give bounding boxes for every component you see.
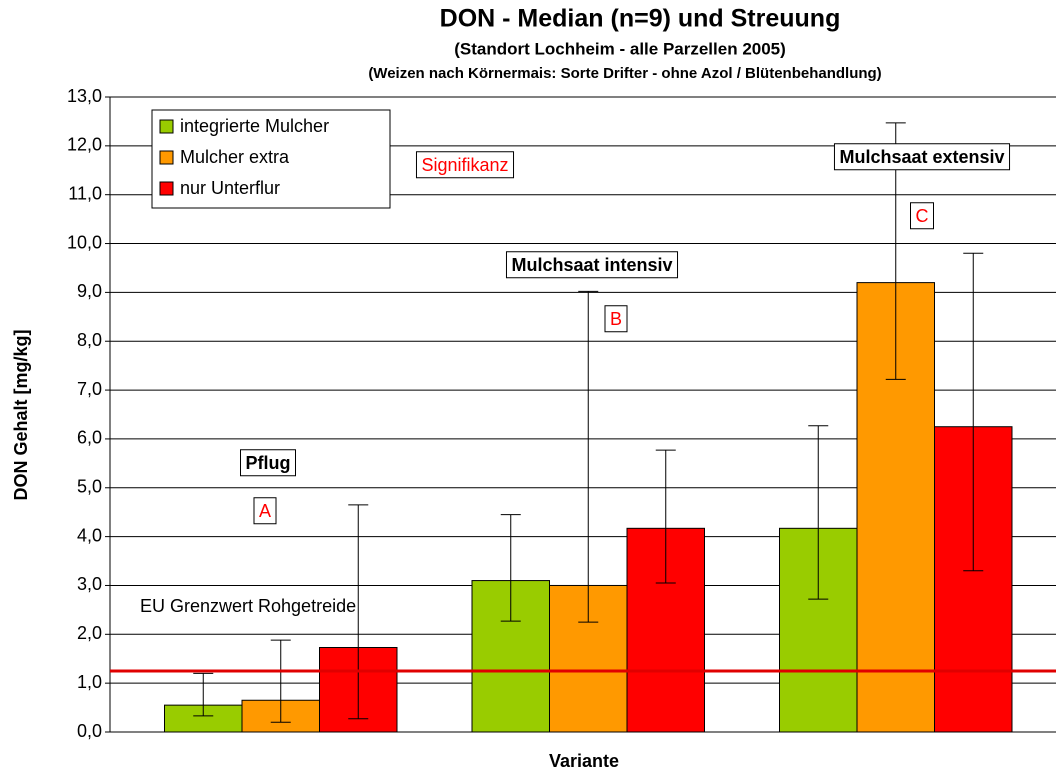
annotation-box bbox=[240, 449, 296, 477]
legend-label: integrierte Mulcher bbox=[180, 116, 329, 136]
annotation: B bbox=[610, 309, 622, 329]
chart-subtitle: (Standort Lochheim - alle Parzellen 2005… bbox=[454, 39, 786, 58]
annotation: C bbox=[916, 206, 929, 226]
y-tick-label: 6,0 bbox=[77, 428, 102, 448]
chart-title: DON - Median (n=9) und Streuung bbox=[440, 5, 841, 33]
x-axis-label: Variante bbox=[549, 751, 619, 771]
legend-label: nur Unterflur bbox=[180, 178, 280, 198]
annotation-box bbox=[910, 202, 934, 230]
y-tick-label: 0,0 bbox=[77, 721, 102, 741]
y-tick-label: 1,0 bbox=[77, 672, 102, 692]
y-tick-label: 2,0 bbox=[77, 623, 102, 643]
annotation: Mulchsaat extensiv bbox=[839, 147, 1004, 167]
annotation: Pflug bbox=[246, 453, 291, 473]
chart-subtitle: (Weizen nach Körnermais: Sorte Drifter -… bbox=[368, 65, 881, 82]
y-tick-label: 9,0 bbox=[77, 281, 102, 301]
legend-swatch bbox=[159, 119, 174, 134]
annotation-box bbox=[415, 151, 515, 179]
legend-swatch bbox=[159, 150, 174, 165]
legend-box bbox=[151, 109, 391, 209]
annotation: Mulchsaat intensiv bbox=[511, 255, 672, 275]
legend-swatch bbox=[159, 181, 174, 196]
y-tick-label: 12,0 bbox=[67, 135, 102, 155]
y-tick-label: 10,0 bbox=[67, 232, 102, 252]
legend-label: Mulcher extra bbox=[180, 147, 290, 167]
annotation-box bbox=[833, 143, 1011, 171]
annotation-box bbox=[505, 251, 679, 279]
annotation-box bbox=[253, 497, 277, 525]
y-tick-label: 11,0 bbox=[68, 183, 102, 203]
y-axis-label: DON Gehalt [mg/kg] bbox=[11, 329, 31, 500]
y-tick-label: 3,0 bbox=[77, 574, 102, 594]
reference-label: EU Grenzwert Rohgetreide bbox=[140, 596, 356, 616]
y-tick-label: 7,0 bbox=[77, 379, 102, 399]
y-tick-label: 5,0 bbox=[77, 477, 102, 497]
y-tick-label: 13,0 bbox=[67, 86, 102, 106]
y-tick-label: 4,0 bbox=[77, 525, 102, 545]
y-tick-label: 8,0 bbox=[77, 330, 102, 350]
annotation: A bbox=[259, 501, 271, 521]
annotation-box bbox=[604, 305, 628, 333]
annotation: Signifikanz bbox=[421, 155, 508, 175]
